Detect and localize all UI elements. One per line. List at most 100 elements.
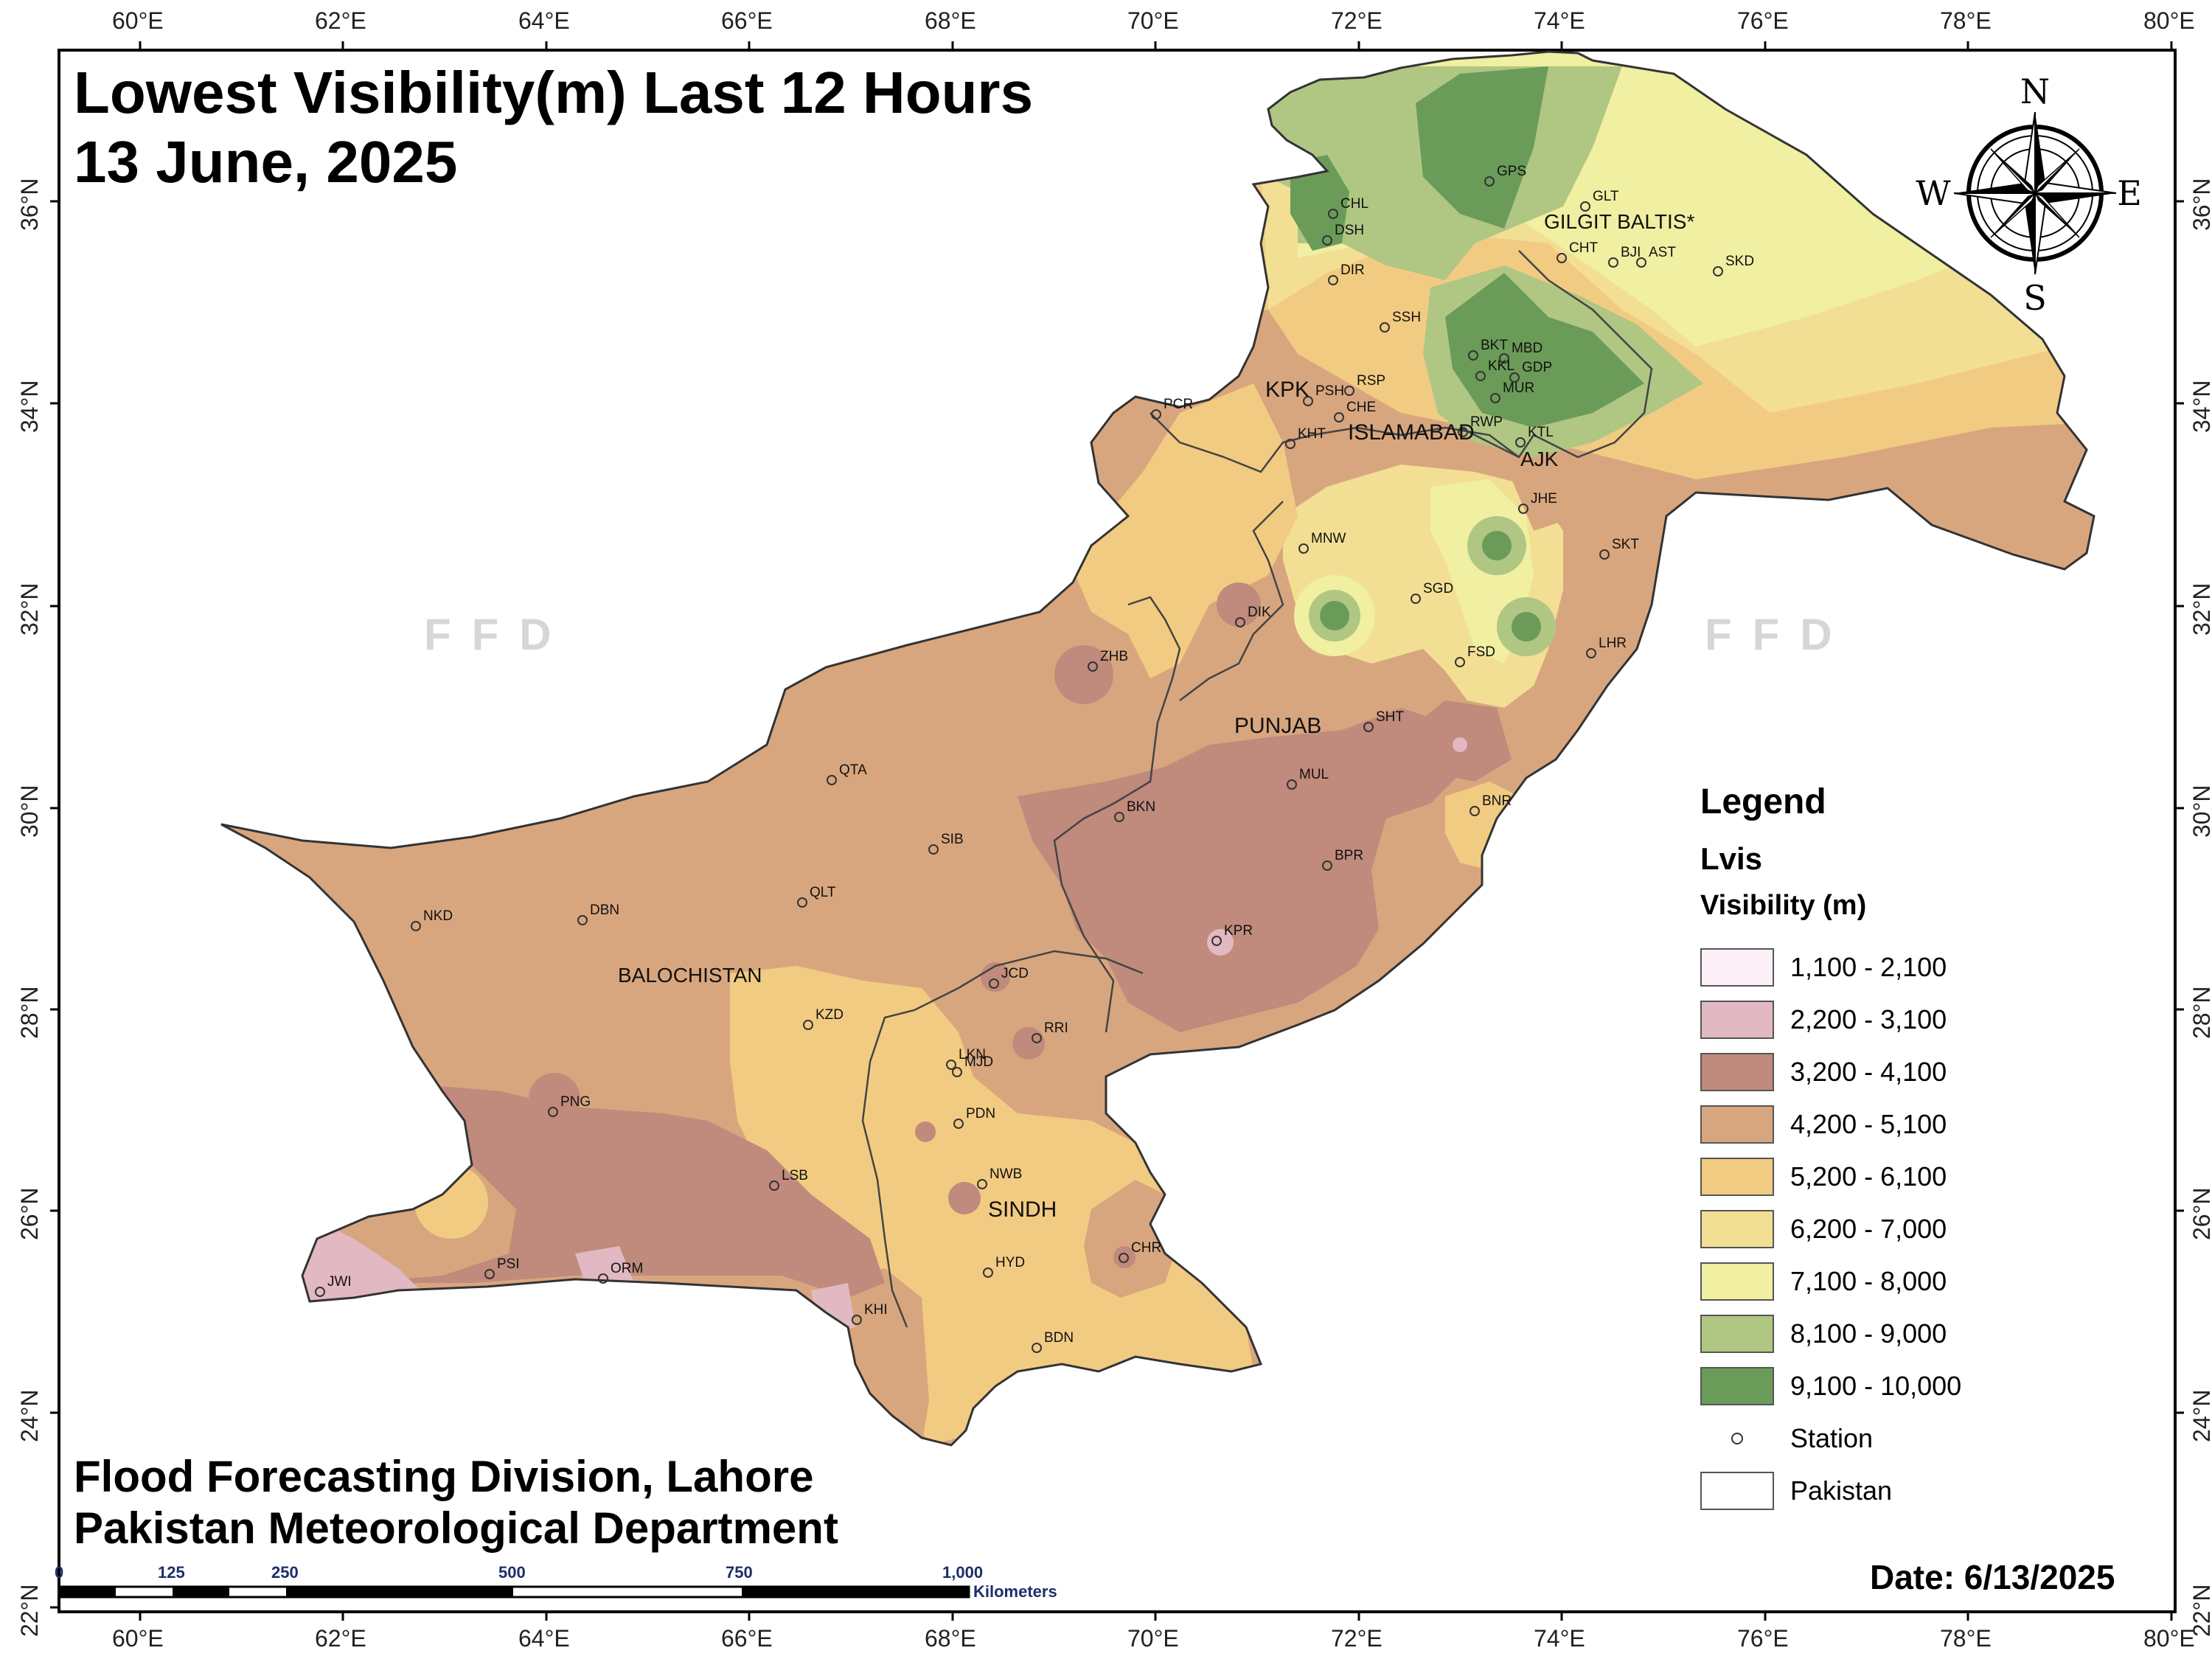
station-label: LHR [1599, 636, 1627, 651]
watermark-right: FFD [1705, 610, 1853, 659]
station-marker [928, 844, 939, 855]
station-marker [1287, 779, 1297, 790]
station-marker [577, 915, 588, 925]
station-label: BDN [1044, 1330, 1074, 1346]
station-marker [797, 897, 807, 908]
station-marker [1380, 322, 1390, 333]
region-label: AJK [1520, 448, 1559, 470]
station-marker [1470, 806, 1480, 816]
station-label: CHE [1346, 400, 1376, 415]
station-label: SSH [1392, 310, 1421, 325]
station-label: BKT [1481, 338, 1508, 353]
scale-label-500: 500 [498, 1563, 526, 1582]
station-marker [953, 1119, 964, 1129]
legend-swatch [1700, 1314, 1774, 1353]
station-label: AST [1649, 245, 1676, 260]
station-label: RWP [1470, 414, 1503, 430]
legend-station-row: Station [1700, 1412, 2010, 1464]
station-label: KHI [864, 1302, 888, 1318]
station-label: SIB [941, 832, 964, 847]
station-marker [952, 1067, 962, 1077]
station-marker [946, 1060, 956, 1070]
station-label: CHR [1131, 1240, 1161, 1256]
lat-tick-label: 36°N [2188, 178, 2212, 232]
footer-line2: Pakistan Meteorological Department [74, 1503, 838, 1553]
legend-class-label: 6,200 - 7,000 [1790, 1213, 1947, 1244]
compass-s: S [2023, 278, 2047, 318]
legend-class-row: 5,200 - 6,100 [1700, 1150, 2010, 1203]
legend-pakistan-row: Pakistan [1700, 1464, 2010, 1517]
station-label: GLT [1593, 189, 1619, 204]
lon-tick-label: 60°E [112, 7, 164, 34]
station-label: SKD [1725, 254, 1754, 269]
lon-tick-label: 80°E [2143, 7, 2195, 34]
station-marker [769, 1180, 779, 1191]
scale-label-250: 250 [271, 1563, 299, 1582]
station-label: MJD [964, 1054, 993, 1070]
legend-swatch [1700, 947, 1774, 987]
station-marker [852, 1315, 862, 1325]
region-label: ISLAMABAD [1348, 420, 1475, 445]
station-marker [598, 1273, 608, 1284]
lon-tick-label: 64°E [518, 7, 570, 34]
legend-class-row: 2,200 - 3,100 [1700, 993, 2010, 1046]
station-label: DIK [1248, 605, 1271, 620]
legend-swatch [1700, 1262, 1774, 1301]
scale-bar [58, 1585, 970, 1599]
station-label: KPR [1224, 923, 1253, 939]
station-label: ORM [611, 1261, 643, 1276]
legend-class-row: 4,200 - 5,100 [1700, 1098, 2010, 1150]
station-marker [1468, 350, 1478, 361]
station-label: SGD [1423, 581, 1453, 597]
lon-tick-label: 78°E [1940, 1625, 1992, 1652]
station-label: GPS [1497, 164, 1526, 179]
lon-tick-label: 66°E [721, 7, 773, 34]
station-marker [1114, 812, 1124, 822]
scale-label-0: 0 [55, 1563, 64, 1582]
station-label: BJI [1621, 245, 1641, 260]
station-label: LKN [959, 1047, 986, 1062]
legend-class-row: 8,100 - 9,000 [1700, 1307, 2010, 1360]
station-label: CHT [1569, 240, 1598, 256]
scale-label-1000: 1,000 [942, 1563, 984, 1582]
legend-heading: Legend [1700, 782, 1826, 821]
legend-field: Lvis [1700, 841, 1763, 876]
station-label: PCR [1164, 397, 1193, 412]
station-marker [1211, 936, 1222, 946]
station-label: NWB [990, 1166, 1022, 1182]
station-marker [1455, 657, 1465, 667]
station-marker [1636, 257, 1646, 268]
legend: Legend Lvis Visibility (m) 1,100 - 2,100… [1700, 782, 2010, 1517]
legend-swatch [1700, 1366, 1774, 1405]
lon-tick-label: 74°E [1534, 7, 1585, 34]
station-label: MUR [1503, 380, 1534, 396]
legend-station-label: Station [1790, 1422, 1874, 1453]
station-label: BPR [1335, 848, 1363, 863]
station-label: DBN [590, 902, 619, 918]
station-marker [983, 1267, 993, 1278]
station-label: KZD [815, 1007, 844, 1023]
station-label: PSI [497, 1256, 520, 1272]
station-marker [1322, 235, 1332, 246]
station-label: HYD [995, 1255, 1025, 1270]
station-marker [1032, 1343, 1042, 1353]
station-label: SHT [1376, 709, 1404, 725]
station-marker [989, 978, 999, 989]
pakistan-swatch [1700, 1471, 1774, 1510]
station-marker [411, 921, 421, 931]
station-marker [1475, 371, 1486, 381]
station-marker [827, 775, 837, 785]
station-label: QLT [810, 885, 836, 900]
station-label: CHL [1340, 196, 1368, 212]
legend-swatch [1700, 1157, 1774, 1196]
compass-icon: N S E W [1916, 72, 2141, 318]
lat-tick-label: 34°N [16, 380, 43, 434]
lon-tick-label: 60°E [112, 1625, 164, 1652]
lon-tick-label: 68°E [925, 7, 976, 34]
station-marker [1509, 372, 1520, 383]
scale-label-125: 125 [158, 1563, 185, 1582]
region-label: SINDH [988, 1197, 1057, 1222]
legend-swatch [1700, 1105, 1774, 1144]
lat-tick-label: 26°N [2188, 1187, 2212, 1241]
lon-tick-label: 70°E [1127, 1625, 1179, 1652]
